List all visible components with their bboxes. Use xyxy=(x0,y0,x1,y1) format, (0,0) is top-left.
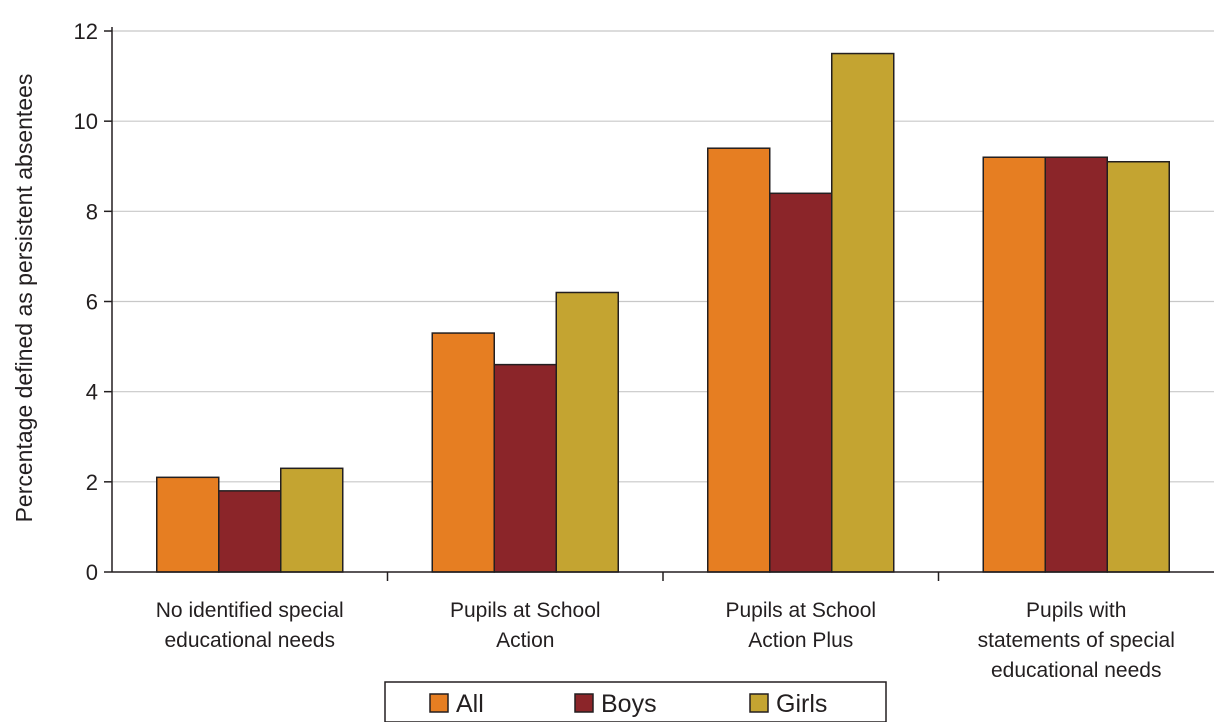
x-category-label: No identified special educational needs xyxy=(156,599,344,652)
y-tick-label: 0 xyxy=(86,560,98,585)
bar-boys-1 xyxy=(218,490,282,573)
legend: All Boys Girls xyxy=(384,681,887,722)
legend-swatch-all xyxy=(429,693,449,713)
y-axis-title: Percentage defined as persistent absente… xyxy=(11,74,37,523)
bar-girls-2 xyxy=(555,291,619,573)
bar-all-4 xyxy=(982,156,1046,573)
y-tick-label: 12 xyxy=(74,19,98,44)
y-tick-label: 2 xyxy=(86,470,98,495)
bar-girls-1 xyxy=(280,467,344,573)
bars xyxy=(156,52,1170,573)
bar-girls-3 xyxy=(831,52,895,573)
y-tick-label: 6 xyxy=(86,290,98,315)
bar-all-2 xyxy=(431,332,495,573)
bar-boys-3 xyxy=(769,192,833,573)
y-tick-label: 10 xyxy=(74,109,98,134)
bar-girls-4 xyxy=(1106,160,1170,573)
legend-label-girls: Girls xyxy=(776,690,827,718)
bar-boys-2 xyxy=(493,363,557,573)
legend-swatch-girls xyxy=(749,693,769,713)
y-tick-label: 4 xyxy=(86,380,98,405)
bar-all-3 xyxy=(707,147,771,573)
x-category-label: Pupils at School Action xyxy=(450,599,601,652)
legend-swatch-boys xyxy=(574,693,594,713)
axes: 0 2 4 6 8 10 12 No identified special educationa… xyxy=(74,19,1214,682)
bar-boys-4 xyxy=(1044,156,1108,573)
bar-all-1 xyxy=(156,476,220,573)
x-category-label: Pupils at School Action Plus xyxy=(725,599,876,652)
legend-label-all: All xyxy=(456,690,484,718)
y-tick-label: 8 xyxy=(86,199,98,224)
legend-box xyxy=(384,681,887,722)
legend-label-boys: Boys xyxy=(601,690,657,718)
x-category-label: Pupils with statements of special educatio… xyxy=(978,599,1175,682)
